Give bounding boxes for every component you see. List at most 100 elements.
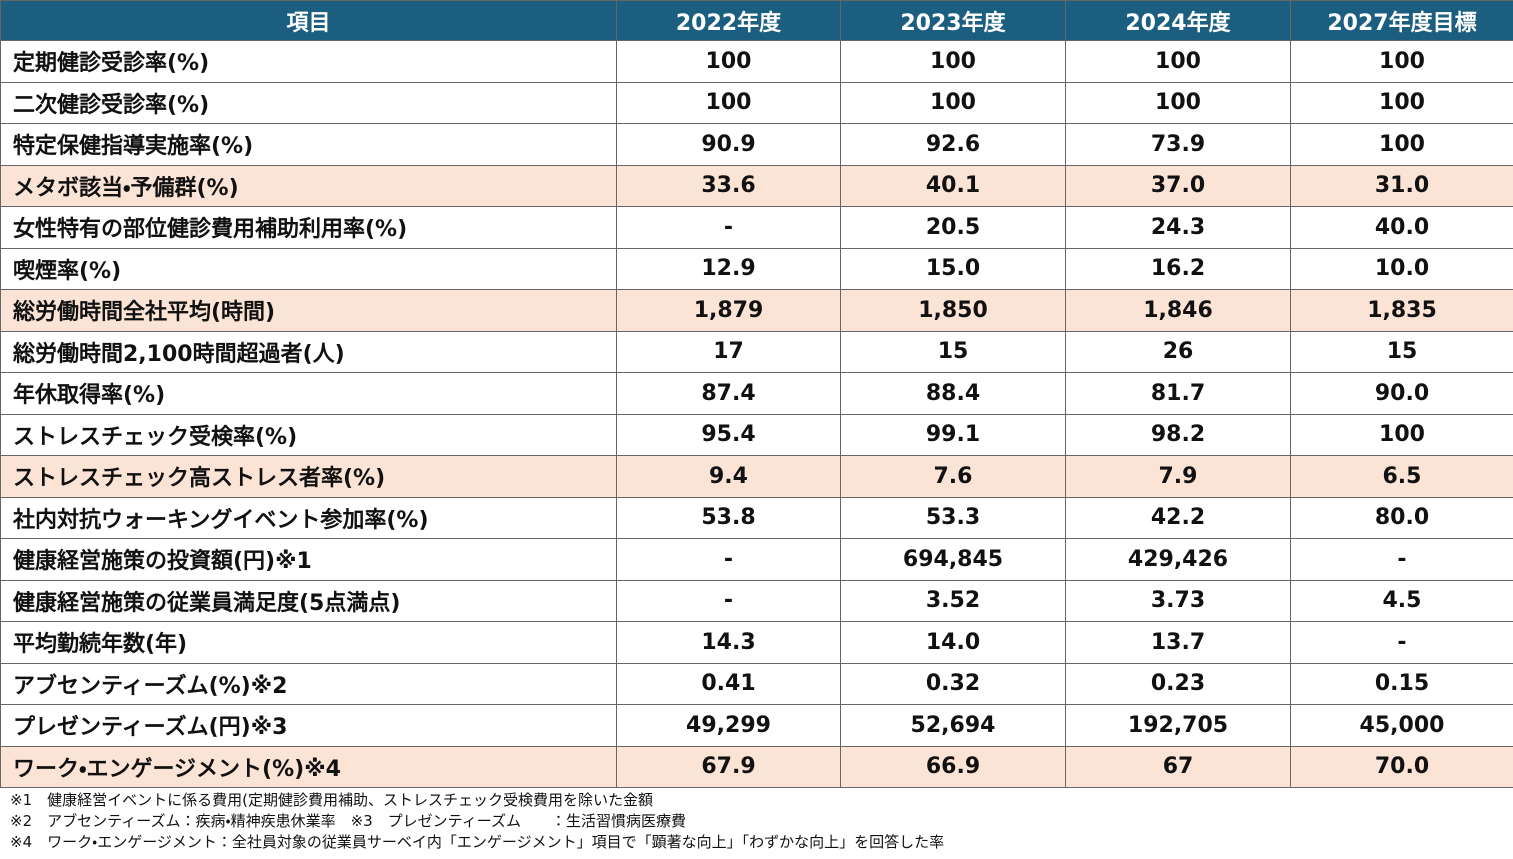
- cell: 73.9: [1065, 123, 1291, 166]
- row-label: アブセンティーズム(%)※2: [0, 662, 617, 705]
- cell: 429,426: [1065, 538, 1291, 581]
- row-label: 総労働時間2,100時間超過者(人): [0, 330, 617, 373]
- cell: 12.9: [616, 247, 841, 290]
- table-row: 総労働時間2,100時間超過者(人) 17 15 26 15: [0, 330, 1513, 373]
- table-row: 総労働時間全社平均(時間) 1,879 1,850 1,846 1,835: [0, 289, 1513, 332]
- row-label: 喫煙率(%): [0, 247, 617, 290]
- cell: 16.2: [1065, 247, 1291, 290]
- cell: 88.4: [840, 372, 1066, 415]
- cell: 45,000: [1290, 704, 1513, 747]
- table-row: プレゼンティーズム(円)※3 49,299 52,694 192,705 45,000: [0, 704, 1513, 747]
- row-label: 平均勤続年数(年): [0, 621, 617, 664]
- cell: 40.1: [840, 164, 1066, 207]
- cell: 98.2: [1065, 413, 1291, 456]
- table-row: 二次健診受診率(%) 100 100 100 100: [0, 81, 1513, 124]
- row-label: ストレスチェック高ストレス者率(%): [0, 455, 617, 498]
- cell: 14.3: [616, 621, 841, 664]
- cell: 0.32: [840, 662, 1066, 705]
- table-body: 定期健診受診率(%) 100 100 100 100 二次健診受診率(%) 100 100 10…: [0, 40, 1513, 788]
- table-row: 女性特有の部位健診費用補助利用率(%) -20.5 24.3 40.0: [0, 206, 1513, 249]
- row-label: 女性特有の部位健診費用補助利用率(%): [0, 206, 617, 249]
- cell: 31.0: [1290, 164, 1513, 207]
- cell: 67.9: [616, 745, 841, 788]
- cell: 1,835: [1290, 289, 1513, 332]
- cell: -: [1290, 538, 1513, 581]
- row-label: 健康経営施策の従業員満足度(5点満点): [0, 579, 617, 622]
- cell: 6.5: [1290, 455, 1513, 498]
- cell: 100: [1290, 123, 1513, 166]
- header-cell: 項目: [0, 0, 617, 41]
- row-label: ワーク・エンゲージメント(%)※4: [0, 745, 617, 788]
- table-row: アブセンティーズム(%)※2 0.41 0.32 0.23 0.15: [0, 662, 1513, 705]
- cell: 49,299: [616, 704, 841, 747]
- header-row: 項目 2022年度 2023年度 2024年度 2027年度目標: [0, 0, 1513, 41]
- cell: 20.5: [840, 206, 1066, 249]
- footnote: ※2 アブセンティーズム：疾病・精神疾患休業率 ※3 プレゼンティーズム ：生活…: [10, 812, 687, 830]
- row-label: 年休取得率(%): [0, 372, 617, 415]
- cell: 100: [1065, 81, 1291, 124]
- row-label: 社内対抗ウォーキングイベント参加率(%): [0, 496, 617, 539]
- cell: 192,705: [1065, 704, 1291, 747]
- cell: -: [616, 579, 841, 622]
- cell: 66.9: [840, 745, 1066, 788]
- table-row: 社内対抗ウォーキングイベント参加率(%) 53.8 53.3 42.2 80.0: [0, 496, 1513, 539]
- row-label: メタボ該当・予備群(%): [0, 164, 617, 207]
- cell: 694,845: [840, 538, 1066, 581]
- row-label: 特定保健指導実施率(%): [0, 123, 617, 166]
- cell: 100: [840, 81, 1066, 124]
- cell: 1,879: [616, 289, 841, 332]
- cell: 100: [1065, 40, 1291, 83]
- cell: 7.6: [840, 455, 1066, 498]
- cell: 52,694: [840, 704, 1066, 747]
- cell: 15: [1290, 330, 1513, 373]
- cell: 100: [1290, 413, 1513, 456]
- cell: 100: [1290, 81, 1513, 124]
- cell: 3.52: [840, 579, 1066, 622]
- table-row: 喫煙率(%) 12.9 15.0 16.2 10.0: [0, 247, 1513, 290]
- footnote: ※4 ワーク・エンゲージメント：全社員対象の従業員サーベイ内「エンゲージメント」…: [10, 833, 945, 851]
- cell: 100: [616, 81, 841, 124]
- row-label: 健康経営施策の投資額(円)※1: [0, 538, 617, 581]
- cell: 33.6: [616, 164, 841, 207]
- cell: 80.0: [1290, 496, 1513, 539]
- cell: 0.23: [1065, 662, 1291, 705]
- cell: -: [1290, 621, 1513, 664]
- cell: 15: [840, 330, 1066, 373]
- table-row: 健康経営施策の投資額(円)※1-694,845 429,426-: [0, 538, 1513, 581]
- cell: 67: [1065, 745, 1291, 788]
- header-cell: 2024年度: [1065, 0, 1291, 41]
- cell: 1,850: [840, 289, 1066, 332]
- cell: -: [616, 206, 841, 249]
- kpi-table: 項目 2022年度 2023年度 2024年度 2027年度目標 定期健診受診率(%) 1…: [0, 0, 1513, 788]
- cell: 9.4: [616, 455, 841, 498]
- table-row: 定期健診受診率(%) 100 100 100 100: [0, 40, 1513, 83]
- cell: 53.8: [616, 496, 841, 539]
- cell: 3.73: [1065, 579, 1291, 622]
- cell: 7.9: [1065, 455, 1291, 498]
- cell: 13.7: [1065, 621, 1291, 664]
- cell: 24.3: [1065, 206, 1291, 249]
- cell: 70.0: [1290, 745, 1513, 788]
- header-cell: 2023年度: [840, 0, 1066, 41]
- cell: 42.2: [1065, 496, 1291, 539]
- cell: 87.4: [616, 372, 841, 415]
- cell: 15.0: [840, 247, 1066, 290]
- cell: 40.0: [1290, 206, 1513, 249]
- row-label: 二次健診受診率(%): [0, 81, 617, 124]
- cell: 37.0: [1065, 164, 1291, 207]
- header-cell: 2022年度: [616, 0, 841, 41]
- row-label: 定期健診受診率(%): [0, 40, 617, 83]
- row-label: 総労働時間全社平均(時間): [0, 289, 617, 332]
- cell: -: [616, 538, 841, 581]
- notes: ※1 健康経営イベントに係る費用(定期健診費用補助、ストレスチェック受検費用を除…: [0, 788, 1513, 853]
- table-row: 特定保健指導実施率(%) 90.9 92.6 73.9 100: [0, 123, 1513, 166]
- table-row: ストレスチェック高ストレス者率(%) 9.4 7.6 7.9 6.5: [0, 455, 1513, 498]
- table-row: 健康経営施策の従業員満足度(5点満点) -3.52 3.73 4.5: [0, 579, 1513, 622]
- cell: 14.0: [840, 621, 1066, 664]
- footnote: ※1 健康経営イベントに係る費用(定期健診費用補助、ストレスチェック受検費用を除…: [10, 791, 653, 809]
- cell: 53.3: [840, 496, 1066, 539]
- cell: 26: [1065, 330, 1291, 373]
- cell: 17: [616, 330, 841, 373]
- cell: 4.5: [1290, 579, 1513, 622]
